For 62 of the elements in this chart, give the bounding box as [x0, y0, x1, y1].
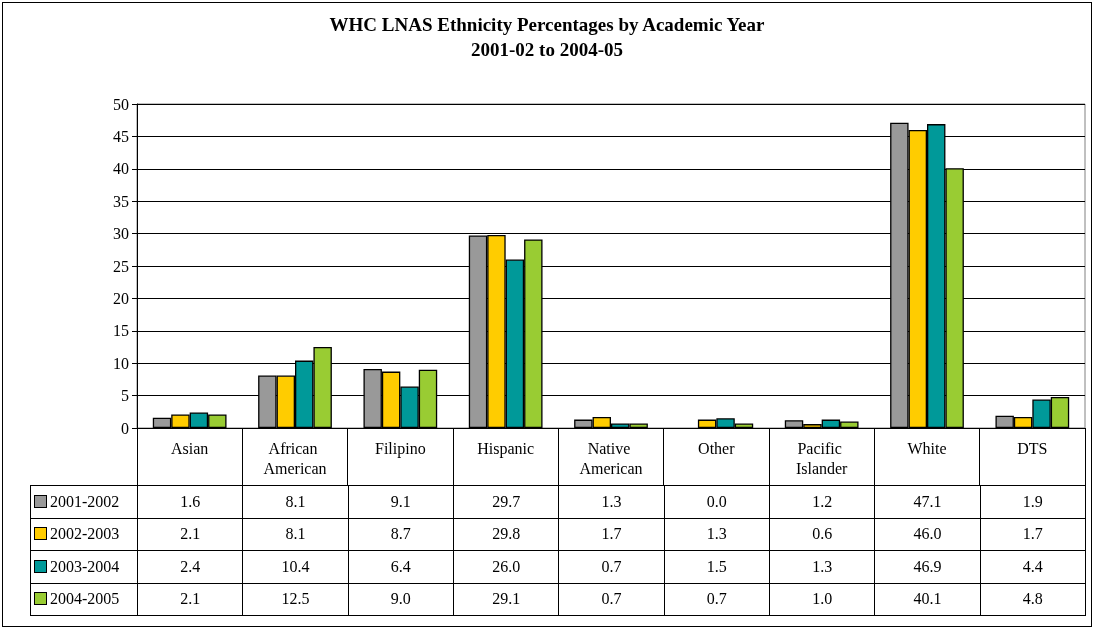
data-label: 2.1	[137, 583, 243, 616]
data-label: 0.7	[558, 550, 665, 583]
y-tick-label: 30	[113, 225, 129, 243]
data-label: 29.1	[453, 583, 559, 616]
legend-label: 2004-2005	[30, 583, 138, 616]
data-label: 9.0	[348, 583, 454, 616]
data-label: 1.0	[769, 583, 875, 616]
data-label: 1.7	[558, 518, 665, 551]
data-label: 26.0	[453, 550, 559, 583]
y-tick-label: 35	[113, 192, 129, 210]
data-label: 1.7	[980, 518, 1086, 551]
data-label: 0.7	[558, 583, 665, 616]
x-tick-label: African American	[263, 439, 327, 477]
y-tick-label: 15	[113, 322, 129, 340]
x-tick-label: White	[907, 439, 947, 457]
data-label: 1.2	[769, 485, 875, 518]
x-tick-label: Hispanic	[477, 439, 535, 458]
y-tick-label: 50	[113, 95, 129, 113]
y-tick-label: 45	[113, 127, 129, 145]
data-label: 12.5	[242, 583, 349, 616]
y-tick-label: 10	[113, 354, 129, 372]
x-tick-label: DTS	[1017, 439, 1048, 457]
data-label: 0.7	[664, 583, 770, 616]
chart-title: WHC LNAS Ethnicity Percentages by Academic Year	[329, 14, 765, 35]
data-label: 1.6	[137, 485, 243, 518]
data-label: 40.1	[874, 583, 981, 616]
data-label: 6.4	[348, 550, 454, 583]
data-label: 1.3	[664, 518, 770, 551]
data-label: 1.3	[769, 550, 875, 583]
data-label: 0.6	[769, 518, 875, 551]
data-label: 1.3	[558, 485, 665, 518]
y-tick-label: 25	[113, 257, 129, 275]
data-label: 29.8	[453, 518, 559, 551]
data-label: 0.0	[664, 485, 770, 518]
y-tick-label: 5	[121, 387, 129, 405]
data-label: 46.9	[874, 550, 981, 583]
data-label: 4.4	[980, 550, 1086, 583]
x-tick-label: Native American	[579, 439, 643, 477]
x-tick-label: Filipino	[374, 439, 426, 458]
chart-subtitle: 2001-02 to 2004-05	[471, 39, 623, 60]
x-tick-label: Other	[698, 439, 736, 457]
x-tick-label: Asian	[171, 439, 209, 457]
data-label: 47.1	[874, 485, 981, 518]
legend-label: 2001-2002	[30, 485, 138, 518]
data-label: 1.5	[664, 550, 770, 583]
legend-label: 2002-2003	[30, 518, 138, 551]
data-label: 2.4	[137, 550, 243, 583]
data-label: 8.7	[348, 518, 454, 551]
legend-label: 2003-2004	[30, 550, 138, 583]
y-tick-label: 0	[121, 419, 129, 437]
data-label: 9.1	[348, 485, 454, 518]
x-tick-label: Pacific Islander	[795, 439, 849, 477]
data-label: 46.0	[874, 518, 981, 551]
data-label: 8.1	[242, 485, 349, 518]
data-label: 1.9	[980, 485, 1086, 518]
y-tick-label: 40	[113, 160, 129, 178]
y-tick-label: 20	[113, 289, 129, 307]
data-label: 2.1	[137, 518, 243, 551]
data-label: 4.8	[980, 583, 1086, 616]
data-label: 29.7	[453, 485, 559, 518]
data-label: 8.1	[242, 518, 349, 551]
data-label: 10.4	[242, 550, 349, 583]
